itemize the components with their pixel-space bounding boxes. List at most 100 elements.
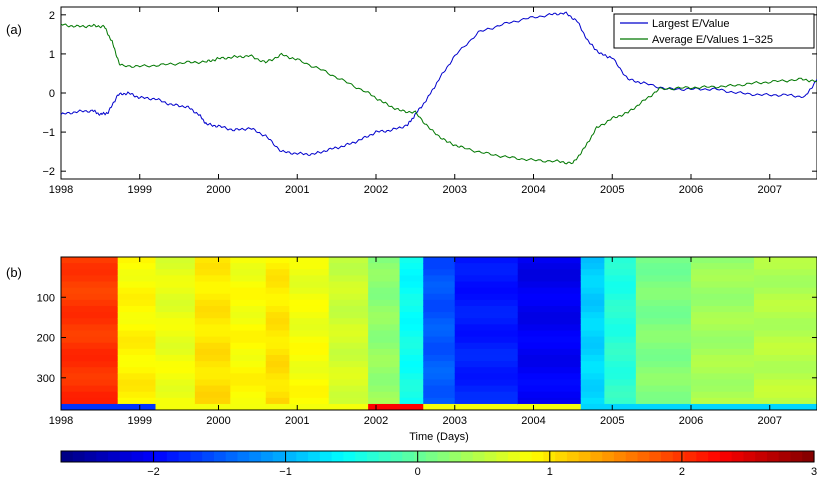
heatmap-cell <box>289 385 330 393</box>
heatmap-cell <box>155 391 196 399</box>
colorbar-cell <box>355 451 368 462</box>
heatmap-cell <box>368 305 401 313</box>
heatmap-cell <box>517 299 582 307</box>
heatmap-cell <box>328 263 369 270</box>
heatmap-bottom-band <box>635 403 692 410</box>
heatmap-cell <box>328 305 369 313</box>
heatmap-cell <box>517 367 582 374</box>
heatmap-cell <box>265 324 290 332</box>
heatmap-cell <box>155 385 196 393</box>
heatmap-cell <box>580 342 605 350</box>
heatmap-cell <box>328 293 369 301</box>
heatmap-cell <box>754 342 817 350</box>
heatmap-cell <box>265 318 290 325</box>
heatmap-cell <box>265 305 290 313</box>
colorbar-cell <box>343 451 356 462</box>
heatmap-cell <box>61 336 119 344</box>
heatmap-cell <box>517 287 582 295</box>
heatmap-cell <box>691 348 755 356</box>
heatmap-cell <box>368 385 401 393</box>
colorbar-cell <box>296 451 309 462</box>
heatmap-cell <box>155 305 196 313</box>
heatmap-cell <box>289 269 330 276</box>
heatmap-cell <box>155 354 196 362</box>
heatmap-cell <box>604 397 637 405</box>
heatmap-cell <box>265 379 290 387</box>
heatmap-cell <box>368 269 401 276</box>
heatmap-cell <box>368 293 401 301</box>
heatmap-cell <box>754 305 817 313</box>
colorbar-cell <box>331 451 344 462</box>
heatmap-cell <box>423 312 456 319</box>
heatmap-cell <box>265 336 290 344</box>
heatmap-cell <box>454 257 519 264</box>
heatmap-cell <box>604 312 637 319</box>
heatmap-cell <box>635 318 692 325</box>
colorbar-cell <box>319 451 333 462</box>
heatmap-cell <box>517 293 582 301</box>
heatmap-cell <box>289 275 330 283</box>
heatmap-cell <box>61 348 119 356</box>
colorbar-tick-label: −2 <box>147 466 160 478</box>
heatmap-cell <box>580 397 605 405</box>
heatmap-cell <box>155 348 196 356</box>
heatmap-cell <box>194 275 231 283</box>
x-tick-label-b: 2006 <box>679 415 703 427</box>
heatmap-cell <box>754 312 817 319</box>
heatmap-cell <box>423 354 456 362</box>
heatmap-cell <box>454 275 519 283</box>
heatmap-cell <box>368 312 401 319</box>
heatmap-cell <box>368 348 401 356</box>
heatmap-cell <box>754 336 817 344</box>
heatmap-cell <box>635 379 692 387</box>
heatmap-cell <box>635 305 692 313</box>
heatmap-cell <box>61 385 119 393</box>
heatmap-cell <box>117 361 157 368</box>
colorbar-tick-label: 3 <box>811 466 817 478</box>
heatmap-cell <box>230 354 267 362</box>
heatmap-cell <box>635 263 692 270</box>
heatmap-cell <box>454 373 519 381</box>
heatmap-cell <box>230 397 267 405</box>
heatmap-cell <box>454 293 519 301</box>
x-tick-label-b: 2005 <box>600 415 624 427</box>
x-tick-label-b: 2007 <box>758 415 782 427</box>
heatmap-cell <box>754 263 817 270</box>
heatmap-cell <box>691 373 755 381</box>
heatmap-cell <box>194 397 231 405</box>
heatmap-cell <box>230 287 267 295</box>
heatmap-cell <box>691 367 755 374</box>
x-tick-label-a: 1998 <box>49 184 73 196</box>
heatmap-cell <box>265 299 290 307</box>
heatmap-cell <box>517 373 582 381</box>
heatmap-cell <box>604 367 637 374</box>
heatmap-cell <box>454 281 519 289</box>
heatmap-cell <box>194 361 231 368</box>
heatmap-cell <box>289 348 330 356</box>
heatmap-cell <box>423 269 456 276</box>
heatmap-cell <box>604 330 637 338</box>
heatmap-cell <box>399 299 424 307</box>
heatmap-bottom-band <box>265 403 290 410</box>
heatmap-cell <box>117 397 157 405</box>
heatmap-cell <box>517 312 582 319</box>
colorbar-cell <box>143 451 156 462</box>
heatmap-cell <box>61 391 119 399</box>
heatmap-cell <box>265 373 290 381</box>
heatmap-cell <box>117 275 157 283</box>
heatmap-cell <box>604 287 637 295</box>
colorbar-cell <box>449 451 462 462</box>
heatmap-cell <box>754 281 817 289</box>
heatmap-cell <box>454 397 519 405</box>
heatmap-cell <box>155 263 196 270</box>
heatmap-cell <box>635 293 692 301</box>
heatmap-cell <box>754 269 817 276</box>
heatmap-cell <box>117 312 157 319</box>
heatmap-bottom-band <box>423 403 456 410</box>
heatmap-cell <box>194 287 231 295</box>
heatmap-cell <box>117 299 157 307</box>
colorbar-cell <box>661 451 674 462</box>
heatmap-cell <box>754 397 817 405</box>
heatmap-cell <box>691 263 755 270</box>
